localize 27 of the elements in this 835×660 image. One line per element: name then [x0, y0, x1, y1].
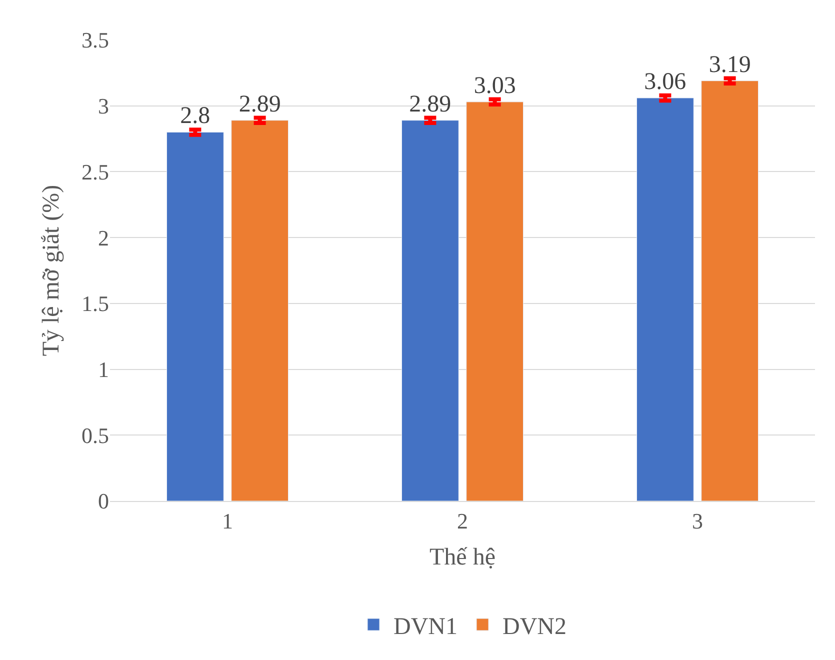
data-label: 3.19 [708, 52, 751, 78]
bar [231, 120, 288, 501]
x-axis-title: Thế hệ [430, 544, 496, 571]
data-label: 2.8 [180, 103, 210, 130]
data-label: 3.03 [474, 72, 516, 99]
data-label: 3.06 [644, 68, 686, 95]
y-tick-label: 0.5 [82, 422, 109, 448]
x-tick-label: 3 [692, 508, 703, 534]
x-tick-label: 2 [457, 508, 468, 534]
y-tick-label: 2 [98, 225, 109, 250]
legend-label: DVN2 [502, 614, 566, 640]
legend-label: DVN1 [394, 614, 458, 640]
bar [636, 98, 694, 501]
bar [466, 102, 524, 501]
y-tick-label: 0 [98, 488, 109, 514]
bar [402, 120, 459, 501]
y-tick-label: 1.5 [82, 291, 109, 316]
data-label: 2.89 [409, 91, 452, 118]
y-tick-label: 1 [98, 356, 109, 382]
y-tick-label: 2.5 [82, 159, 109, 184]
bar [166, 132, 224, 501]
data-label: 2.89 [238, 91, 281, 118]
y-tick-label: 3 [98, 94, 109, 119]
y-axis-title: Tỷ lệ mỡ giắt (%) [38, 184, 65, 356]
y-tick-label: 3.5 [82, 28, 109, 53]
bar [701, 80, 758, 501]
x-tick-label: 1 [222, 508, 233, 534]
